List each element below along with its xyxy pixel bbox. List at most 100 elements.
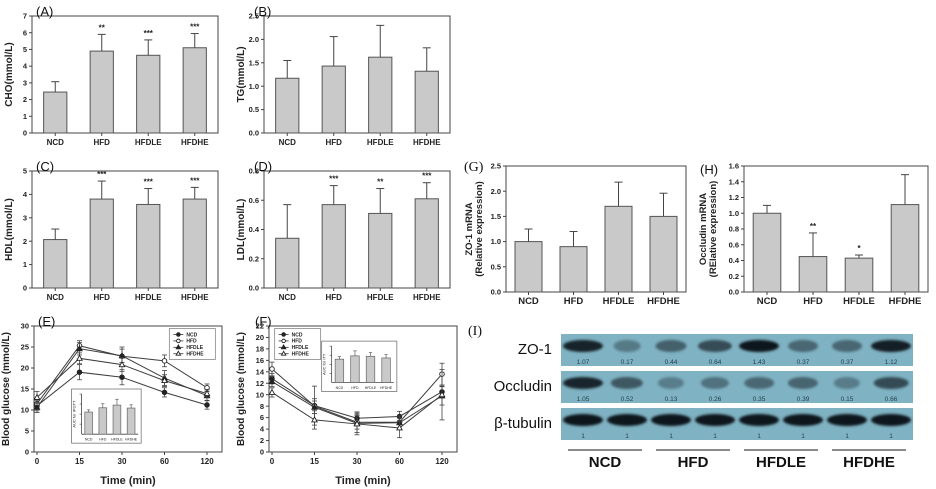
series-HFDHE <box>33 352 211 404</box>
band-intensity-value: 1.43 <box>752 359 766 366</box>
svg-text:10: 10 <box>21 406 29 415</box>
blot-group-HFDLE: HFDLE <box>744 449 818 471</box>
svg-text:***: *** <box>190 23 200 32</box>
protein-band <box>613 339 641 352</box>
band-intensity-value: 0.15 <box>840 396 854 403</box>
svg-text:**: ** <box>810 222 817 231</box>
blot-row-1: Occludin 1.05 0.52 0.13 0.26 0.35 0.39 0.15 0.66 <box>462 371 936 403</box>
panel-f: (F) 0 2 4 6 8 10 12 14 16 18 20 22 0 15 30 60 120 Time (m… <box>235 312 469 488</box>
svg-text:HFDHE: HFDHE <box>125 438 138 442</box>
svg-text:2.5: 2.5 <box>491 162 501 171</box>
svg-text:NCD: NCD <box>85 438 93 442</box>
panel-i: (I) ZO-1 1.07 0.17 0.44 0.64 1.43 0.37 0.37 1.12… <box>462 320 936 487</box>
svg-text:*: * <box>857 244 861 253</box>
protein-band <box>657 376 685 389</box>
svg-text:HFDLE: HFDLE <box>365 386 377 390</box>
svg-text:HFDLE: HFDLE <box>186 345 203 351</box>
band-intensity-value: 0.44 <box>664 359 678 366</box>
svg-text:1.0: 1.0 <box>249 82 259 91</box>
blot-strip: 1.05 0.52 0.13 0.26 0.35 0.39 0.15 0.66 <box>561 371 913 403</box>
svg-text:120: 120 <box>435 457 449 466</box>
panel-c: (C) 0 1 2 3 4 5 NCD *** HFD *** HFDLE *** HFDHE HDL(m… <box>4 157 228 310</box>
bar-HFDHE: *** <box>182 23 207 134</box>
svg-text:HFDLE: HFDLE <box>603 296 635 307</box>
bar-HFD: *** <box>89 170 114 289</box>
blot-lane: 0.37 <box>781 334 825 366</box>
band-intensity-value: 0.64 <box>708 359 722 366</box>
band-intensity-value: 1.12 <box>884 359 898 366</box>
panel-h-chart: 0.0 0.2 0.4 0.6 0.8 1.0 1.2 1.4 1.6 NCD ** HFD * HFDL… <box>698 162 929 307</box>
blot-lane: 0.13 <box>649 371 693 403</box>
svg-text:0: 0 <box>23 129 27 138</box>
panel-e-label: (E) <box>38 314 56 329</box>
protein-band <box>871 413 911 426</box>
svg-text:1.4: 1.4 <box>729 177 740 186</box>
svg-text:HFD: HFD <box>564 296 584 307</box>
blot-lane: 0.39 <box>781 371 825 403</box>
svg-text:HFDHE: HFDHE <box>413 138 441 147</box>
band-intensity-value: 0.26 <box>708 396 722 403</box>
svg-text:4: 4 <box>23 62 28 71</box>
panel-d-label: (D) <box>254 159 273 174</box>
svg-text:HFDHE: HFDHE <box>186 352 204 358</box>
svg-text:60: 60 <box>395 457 404 466</box>
svg-text:NCD: NCD <box>279 138 297 147</box>
svg-text:Time (min): Time (min) <box>335 475 391 487</box>
bar-NCD <box>43 81 68 134</box>
blot-lane: 1 <box>737 408 781 440</box>
blot-row-0: ZO-1 1.07 0.17 0.44 0.64 1.43 0.37 0.37 1.12 <box>462 334 936 366</box>
blot-lane: 0.15 <box>825 371 869 403</box>
svg-text:3: 3 <box>23 78 27 87</box>
svg-text:NCD: NCD <box>47 293 65 302</box>
svg-text:NCD: NCD <box>186 332 197 338</box>
blot-lane: 0.37 <box>825 334 869 366</box>
svg-text:6: 6 <box>23 28 27 37</box>
svg-text:5: 5 <box>23 45 27 54</box>
svg-text:0: 0 <box>25 448 29 457</box>
svg-text:60: 60 <box>160 457 169 466</box>
band-intensity-value: 1 <box>889 433 893 440</box>
svg-text:0.5: 0.5 <box>491 262 501 271</box>
bar-HFDLE <box>368 24 393 134</box>
svg-text:HFDLE: HFDLE <box>135 138 162 147</box>
svg-text:HFD: HFD <box>94 293 111 302</box>
blot-lane: 1 <box>693 408 737 440</box>
band-intensity-value: 1 <box>581 433 585 440</box>
svg-text:120: 120 <box>200 457 214 466</box>
svg-text:HFD: HFD <box>326 138 343 147</box>
svg-text:2: 2 <box>23 237 27 246</box>
svg-text:HFDHE: HFDHE <box>380 386 393 390</box>
svg-text:HFD: HFD <box>292 339 303 345</box>
band-intensity-value: 0.39 <box>796 396 810 403</box>
svg-text:LDL(mmol/L): LDL(mmol/L) <box>236 199 247 261</box>
svg-text:4: 4 <box>260 425 265 434</box>
panel-g-label: (G) <box>464 160 484 175</box>
svg-text:1.6: 1.6 <box>729 162 739 171</box>
svg-text:Occludin mRNA: Occludin mRNA <box>698 193 709 265</box>
svg-text:***: *** <box>144 29 154 38</box>
svg-text:0: 0 <box>260 448 264 457</box>
bar-HFDHE <box>414 47 439 134</box>
svg-text:1: 1 <box>23 112 27 121</box>
protein-band <box>832 339 862 352</box>
band-intensity-value: 0.35 <box>752 396 766 403</box>
series-HFDHE <box>268 369 446 439</box>
svg-text:20: 20 <box>21 364 29 373</box>
protein-band <box>827 413 867 426</box>
band-intensity-value: 0.13 <box>664 396 678 403</box>
bar-HFD: ** <box>89 23 114 134</box>
blot-lane: 1 <box>869 408 913 440</box>
blot-lane: 0.35 <box>737 371 781 403</box>
band-intensity-value: 1 <box>845 433 849 440</box>
svg-text:2: 2 <box>260 436 264 445</box>
svg-text:0.5: 0.5 <box>249 105 259 114</box>
blot-lane: 0.44 <box>649 334 693 366</box>
blot-group-HFDHE: HFDHE <box>832 449 906 471</box>
svg-text:0.2: 0.2 <box>729 272 739 281</box>
svg-text:**: ** <box>99 23 106 32</box>
protein-band <box>700 376 730 389</box>
bar-NCD <box>752 204 782 293</box>
svg-text:7: 7 <box>23 12 27 21</box>
svg-text:22: 22 <box>256 322 264 331</box>
